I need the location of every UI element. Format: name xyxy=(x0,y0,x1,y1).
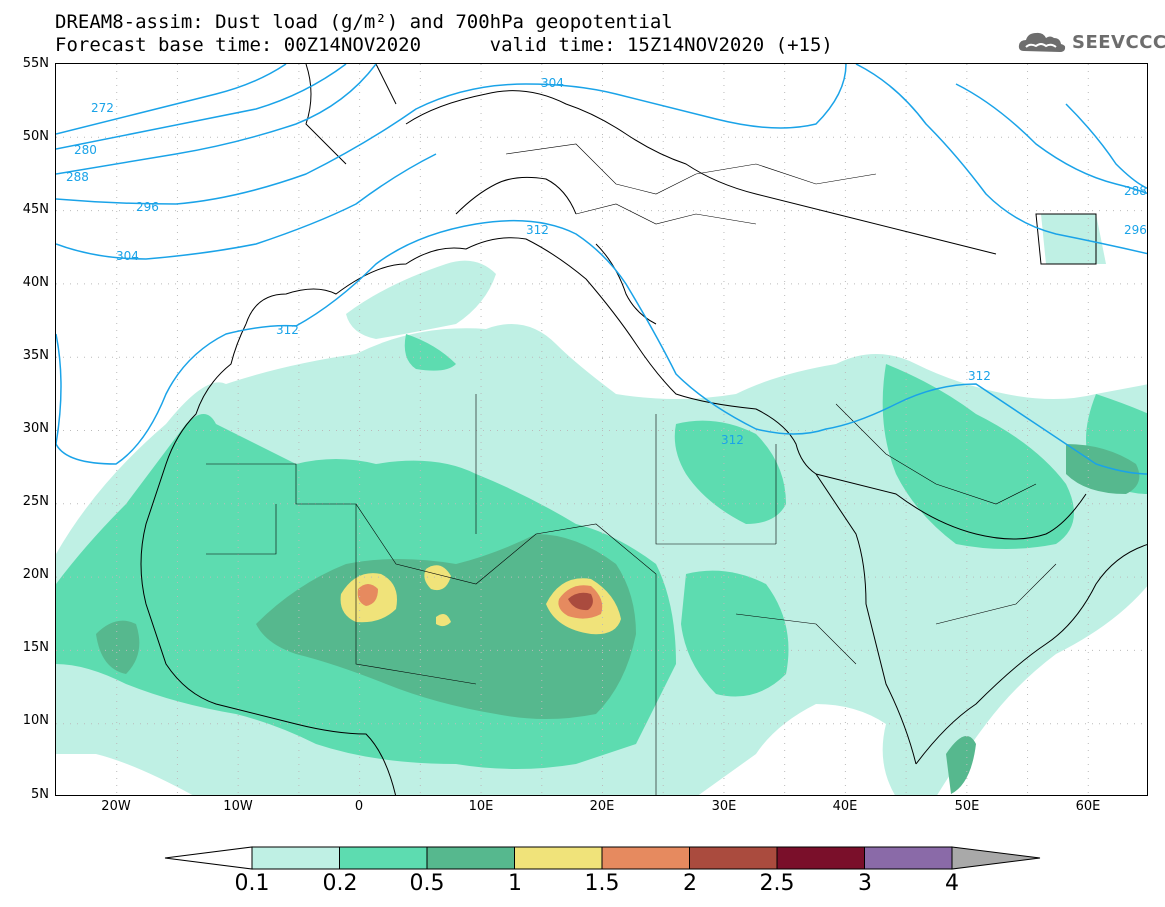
colorbar-label: 1 xyxy=(508,871,522,896)
geopotential-contours xyxy=(56,64,1147,475)
lon-label: 20W xyxy=(101,799,131,814)
colorbar-cell xyxy=(251,846,340,870)
contour-label: 312 xyxy=(526,223,549,237)
title-line-1: DREAM8-assim: Dust load (g/m²) and 700hP… xyxy=(55,11,673,33)
colorbar-cell xyxy=(601,846,690,870)
contour-label: 304 xyxy=(116,249,139,263)
lat-label: 35N xyxy=(22,348,49,363)
colorbar-cell xyxy=(426,846,515,870)
country-borders xyxy=(206,143,1057,795)
lon-label: 40E xyxy=(832,799,858,814)
colorbar-cell xyxy=(776,846,865,870)
colorbar-label: 2.5 xyxy=(759,871,795,896)
dust-level-2 xyxy=(568,592,593,611)
lon-label: 20E xyxy=(589,799,615,814)
lat-label: 50N xyxy=(22,129,49,144)
contour-label: 304 xyxy=(541,76,564,90)
lat-label: 10N xyxy=(22,713,49,728)
colorbar-label: 2 xyxy=(683,871,697,896)
colorbar-cell xyxy=(864,846,953,870)
lon-label: 50E xyxy=(954,799,980,814)
colorbar-cell xyxy=(689,846,778,870)
map-panel: 272 280 288 296 304 312 304 312 312 288 … xyxy=(55,63,1148,796)
contour-label: 296 xyxy=(1124,223,1147,237)
colorbar-min-arrow xyxy=(164,846,253,870)
lon-label: 10E xyxy=(468,799,494,814)
lat-label: 20N xyxy=(22,567,49,582)
colorbar-cell xyxy=(339,846,428,870)
title-line-2: Forecast base time: 00Z14NOV2020 valid t… xyxy=(55,34,833,56)
graticule xyxy=(56,64,1147,795)
lat-label: 25N xyxy=(22,494,49,509)
lon-label: 60E xyxy=(1075,799,1101,814)
contour-label: 280 xyxy=(74,143,97,157)
colorbar-cells xyxy=(251,846,953,870)
dust-level-0.5 xyxy=(96,444,1140,794)
contour-label: 312 xyxy=(276,323,299,337)
colorbar-cell xyxy=(514,846,603,870)
contour-label: 272 xyxy=(91,101,114,115)
lat-label: 5N xyxy=(31,787,49,802)
colorbar-label: 0.2 xyxy=(322,871,358,896)
cloud-icon xyxy=(1018,32,1066,52)
lat-label: 30N xyxy=(22,421,49,436)
coastlines xyxy=(140,64,1147,795)
lat-label: 45N xyxy=(22,202,49,217)
dust-map: 272 280 288 296 304 312 304 312 312 288 … xyxy=(56,64,1147,795)
colorbar-label: 4 xyxy=(945,871,959,896)
lon-label: 30E xyxy=(711,799,737,814)
colorbar xyxy=(164,846,1041,870)
lat-label: 40N xyxy=(22,275,49,290)
colorbar-max-arrow xyxy=(951,846,1041,870)
contour-label: 312 xyxy=(968,369,991,383)
colorbar-label: 1.5 xyxy=(584,871,620,896)
logo-text: SEEVCCC xyxy=(1072,31,1165,53)
lat-label: 15N xyxy=(22,640,49,655)
colorbar-label: 3 xyxy=(858,871,872,896)
seevccc-logo: SEEVCCC xyxy=(1016,27,1165,57)
contour-label: 288 xyxy=(1124,184,1147,198)
contour-label: 312 xyxy=(721,433,744,447)
colorbar-label: 0.5 xyxy=(409,871,445,896)
colorbar-label: 0.1 xyxy=(234,871,270,896)
lon-label: 0 xyxy=(354,799,364,814)
geopotential-contour-labels: 272 280 288 296 304 312 304 312 312 288 … xyxy=(66,76,1147,447)
lon-label: 10W xyxy=(223,799,253,814)
lat-label: 55N xyxy=(22,56,49,71)
contour-label: 296 xyxy=(136,200,159,214)
contour-label: 288 xyxy=(66,170,89,184)
